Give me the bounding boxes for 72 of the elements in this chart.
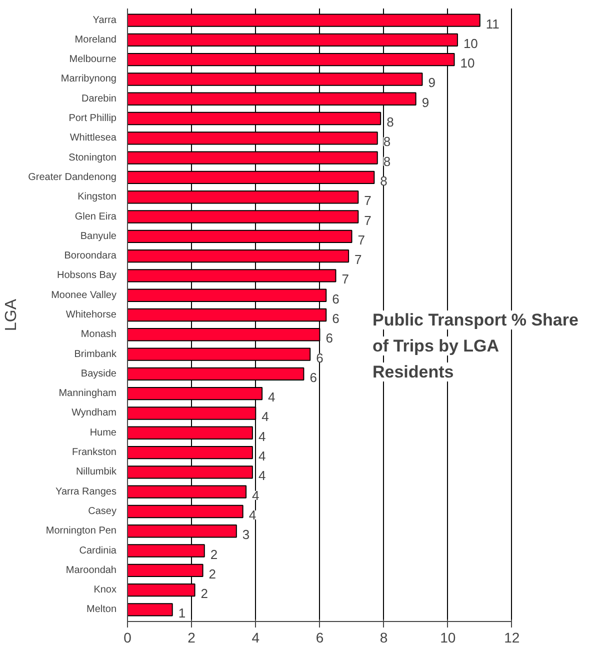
y-tick-label: Hobsons Bay [57,270,117,282]
data-label: 6 [332,311,340,326]
y-tick-label: Marribynong [60,74,117,85]
y-tick-label: Moreland [74,34,117,46]
data-label: 4 [268,390,276,405]
y-tick-label: Banyule [80,230,117,242]
data-label: 10 [460,56,475,71]
y-tick-label: Whitehorse [66,310,117,320]
data-label: 8 [380,173,388,188]
y-tick-label: Manningham [58,388,116,400]
y-tick-label: Kingston [78,192,117,203]
x-tick-label: 0 [124,630,132,646]
y-tick-label: Bayside [80,368,117,380]
data-label: 6 [310,370,317,385]
y-tick-label: Melbourne [69,54,117,66]
bar [128,603,173,616]
y-tick-label: Melton [86,604,116,616]
data-label: 8 [386,114,394,130]
data-label: 8 [383,154,391,169]
y-tick-label: Greater Dandenong [28,172,117,183]
data-label: 2 [200,586,208,602]
y-tick-label: Nillumbik [76,466,118,478]
data-label: 1 [178,606,186,621]
y-tick-label: Mornington Pen [46,526,117,537]
y-tick-label: Wyndham [72,408,117,419]
data-label: 9 [422,94,430,110]
y-tick-label: Brimbank [74,348,118,360]
data-label: 4 [262,409,269,424]
data-label: 11 [486,16,500,32]
data-label: 7 [364,212,372,228]
data-label: 4 [258,428,266,444]
y-tick-label: Hume [90,427,117,438]
data-label: 4 [258,468,266,484]
y-tick-label: Yarra [92,14,117,26]
x-tick-label: 2 [188,630,196,646]
x-tick-label: 6 [316,630,324,646]
data-label: 6 [326,330,333,346]
data-label: 2 [208,566,216,582]
data-label: 7 [364,193,372,208]
data-label: 9 [428,75,436,90]
data-label: 3 [242,527,250,542]
y-tick-label: Moonee Valley [51,290,117,301]
y-axis-title: LGA [3,298,20,332]
y-tick-label: Frankston [72,447,117,458]
data-label: 7 [342,272,349,287]
y-tick-label: Darebin [81,93,117,104]
y-tick-label: Maroondah [66,564,117,576]
y-tick-label: Knox [94,584,117,596]
y-tick-label: Boroondara [64,250,117,262]
data-label: 7 [354,252,362,268]
data-label: 10 [463,36,478,51]
data-label: 7 [358,232,365,248]
y-tick-label: Cardinia [79,545,117,556]
x-tick-label: 4 [252,630,260,646]
data-label: 6 [332,291,340,306]
data-label: 4 [252,488,260,503]
y-tick-label: Casey [88,506,117,517]
y-tick-label: Port Phillip [68,113,117,124]
y-tick-label: Yarra Ranges [56,486,117,498]
data-label: 4 [248,507,256,522]
x-tick-label: 10 [440,630,456,646]
y-tick-label: Whittlesea [70,132,117,144]
x-tick-label: 8 [380,630,388,646]
text: Public Transport % Share of Trips by LGA Residents [372,310,578,382]
y-tick-label: Monash [80,329,116,340]
data-label: 2 [210,546,218,562]
data-label: 8 [383,134,391,150]
y-tick-label: Glen Eira [74,211,117,222]
data-label: 6 [316,350,324,366]
y-tick-label: Stonington [68,152,117,164]
data-label: 4 [258,448,266,464]
x-tick-label: 12 [504,630,520,646]
